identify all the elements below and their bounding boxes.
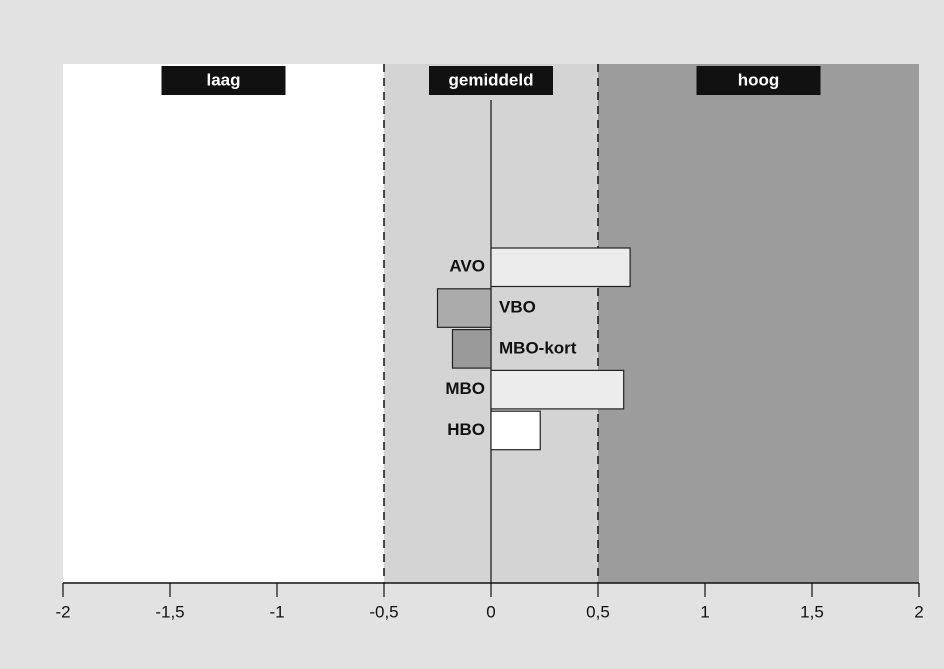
bar-label: VBO (499, 298, 536, 317)
band-label: hoog (738, 70, 780, 89)
x-tick-label: 2 (914, 602, 923, 621)
band-label: gemiddeld (448, 70, 533, 89)
x-tick-label: 0 (486, 602, 495, 621)
x-tick-label: -1 (269, 602, 284, 621)
x-tick-label: 1 (700, 602, 709, 621)
x-tick-label: -1,5 (155, 602, 184, 621)
x-tick-label: -2 (55, 602, 70, 621)
band (63, 64, 384, 583)
bar-label: MBO (445, 379, 485, 398)
bar (490, 369, 625, 410)
bar (436, 288, 492, 328)
band-label-box (696, 66, 821, 95)
x-tick-label: -0,5 (369, 602, 398, 621)
bar-label: MBO-kort (499, 338, 577, 357)
bar (490, 247, 631, 288)
band (598, 64, 919, 583)
bar-label: AVO (449, 257, 485, 276)
bar (451, 329, 492, 369)
band-label-box (429, 66, 553, 95)
band-label: laag (206, 70, 240, 89)
band-label-box (161, 66, 286, 95)
bar (490, 410, 541, 451)
x-tick-label: 1,5 (800, 602, 824, 621)
x-tick-label: 0,5 (586, 602, 610, 621)
bar-label: HBO (447, 420, 485, 439)
